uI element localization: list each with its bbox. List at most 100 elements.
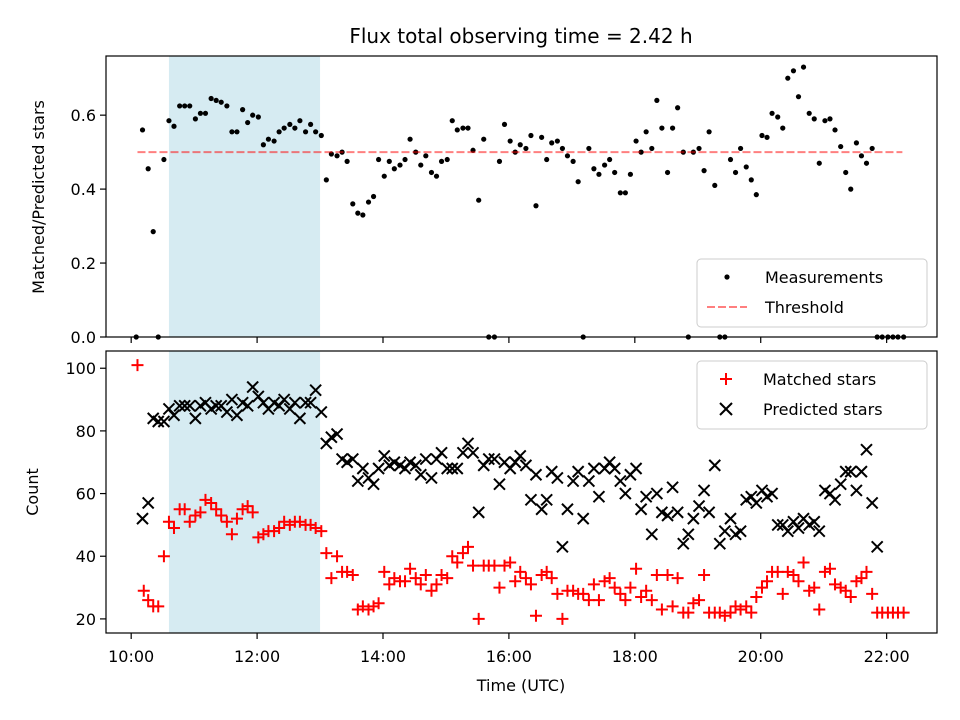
- x-tick-label: 16:00: [486, 647, 532, 666]
- predicted-point: [225, 393, 239, 406]
- predicted-point: [629, 462, 643, 475]
- predicted-point: [524, 493, 538, 507]
- matched-point: [844, 590, 857, 603]
- measurement-point: [559, 145, 566, 152]
- predicted-point: [136, 512, 149, 525]
- measurement-point: [617, 190, 623, 196]
- matched-point: [792, 575, 805, 588]
- measurement-point: [523, 145, 529, 152]
- matched-point: [671, 572, 684, 585]
- top-legend: Measurements Threshold: [696, 258, 928, 328]
- measurement-point: [643, 129, 649, 135]
- bottom-y-tick-label: 20: [76, 610, 96, 629]
- predicted-point: [551, 471, 564, 485]
- matched-point: [325, 572, 338, 585]
- predicted-point: [582, 474, 596, 488]
- matched-point: [404, 562, 417, 575]
- predicted-point: [687, 512, 700, 525]
- predicted-point: [372, 462, 385, 475]
- predicted-point: [671, 506, 684, 519]
- bottom-panel: 20 40 60 80 100 10:00 12:00 14:00 16:00 18:00 20:…: [23, 350, 938, 695]
- measurement-point: [633, 138, 639, 144]
- matched-point: [157, 550, 170, 563]
- matched-point: [504, 556, 517, 569]
- bottom-y-tick-label: 80: [76, 422, 96, 441]
- measurement-point: [732, 169, 739, 176]
- matched-point: [614, 587, 627, 600]
- measurement-point: [602, 162, 608, 168]
- predicted-point: [220, 405, 234, 419]
- measurement-point: [234, 129, 240, 135]
- predicted-point: [488, 452, 501, 466]
- predicted-point: [808, 515, 821, 528]
- matched-point: [771, 565, 784, 578]
- measurement-point: [701, 168, 707, 174]
- predicted-point: [734, 524, 747, 538]
- predicted-point: [514, 449, 527, 463]
- predicted-point: [619, 487, 632, 500]
- legend-predicted-label: Predicted stars: [763, 400, 883, 419]
- predicted-point: [466, 446, 480, 460]
- x-tick-label: 10:00: [108, 647, 154, 666]
- matched-point: [556, 612, 569, 625]
- matched-point: [456, 547, 469, 560]
- predicted-point: [645, 528, 659, 541]
- matched-point: [225, 528, 238, 541]
- measurement-point: [706, 129, 712, 135]
- matched-point: [860, 565, 873, 578]
- matched-point: [446, 550, 459, 563]
- measurement-point: [281, 125, 287, 131]
- matched-point: [167, 522, 180, 535]
- top-y-tick-label: 0.2: [71, 254, 96, 273]
- measurement-point: [748, 177, 754, 183]
- measurement-point: [838, 143, 844, 150]
- measurement-point: [517, 142, 523, 148]
- measurement-point: [245, 119, 251, 126]
- matched-point: [315, 525, 328, 538]
- predicted-point: [456, 446, 470, 460]
- measurement-point: [727, 156, 734, 163]
- measurement-point: [276, 129, 282, 135]
- predicted-point: [860, 443, 873, 456]
- measurement-point: [433, 173, 440, 179]
- measurement-point: [528, 132, 534, 139]
- measurement-point: [816, 160, 822, 166]
- predicted-point: [639, 490, 653, 503]
- predicted-point: [724, 512, 737, 525]
- predicted-point: [571, 465, 585, 478]
- measurement-point: [627, 171, 634, 177]
- measurement-point: [858, 153, 865, 159]
- measurement-point: [381, 173, 387, 179]
- top-highlight-span: [168, 56, 321, 337]
- measurement-point: [334, 153, 340, 159]
- predicted-point: [446, 462, 459, 475]
- measurement-point: [649, 145, 655, 152]
- measurement-point: [218, 99, 224, 105]
- measurement-point: [438, 158, 445, 164]
- measurement-point: [208, 95, 214, 102]
- measurement-point: [444, 156, 450, 163]
- matched-point: [383, 578, 396, 591]
- bottom-y-tick-label: 100: [65, 359, 96, 378]
- measurement-point: [539, 134, 545, 140]
- matched-point: [608, 581, 621, 594]
- measurement-point: [197, 110, 204, 116]
- matched-point: [540, 565, 553, 578]
- predicted-point: [519, 459, 533, 472]
- matched-point: [378, 565, 391, 578]
- measurement-point: [397, 162, 403, 168]
- chart-title: Flux total observing time = 2.42 h: [349, 24, 692, 48]
- measurement-point: [370, 193, 377, 200]
- measurement-point: [775, 114, 781, 120]
- predicted-point: [325, 430, 338, 444]
- matched-point: [635, 590, 648, 603]
- bottom-plot-frame: [105, 350, 938, 634]
- matched-point: [630, 562, 643, 575]
- matched-stars-series: [131, 359, 910, 625]
- measurement-point: [202, 110, 209, 116]
- bottom-x-axis: 10:00 12:00 14:00 16:00 18:00 20:00 22:00: [108, 633, 910, 666]
- measurement-point: [549, 140, 555, 146]
- predicted-point: [561, 503, 574, 516]
- measurement-point: [271, 138, 277, 144]
- matched-point: [813, 603, 826, 616]
